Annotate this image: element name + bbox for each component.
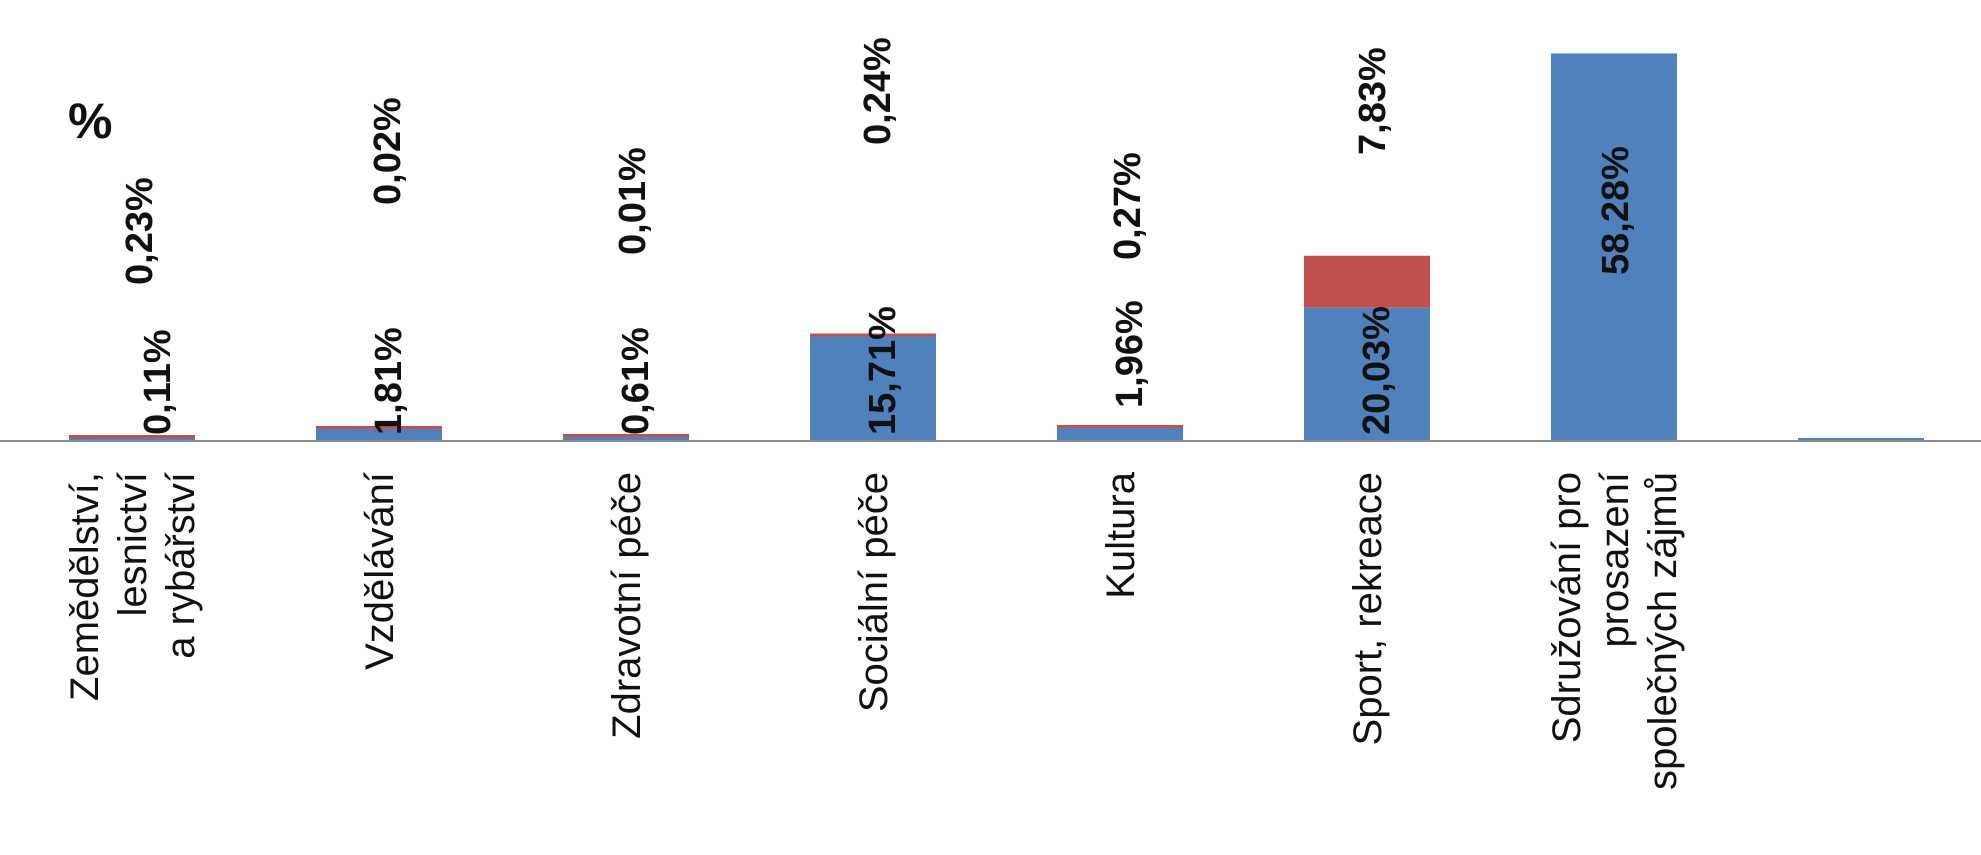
data-label-primary-1: 1,81%: [368, 327, 410, 435]
category-label-6-line-2: společných zájmů: [1641, 472, 1685, 790]
data-label-primary-6: 58,28%: [1595, 146, 1637, 275]
category-label-4-line-0: Kultura: [1099, 471, 1143, 598]
unit-label: %: [68, 93, 112, 149]
bar-secondary-3: [810, 333, 936, 337]
data-label-primary-0: 0,11%: [137, 329, 179, 435]
data-label-secondary-5: 7,83%: [1352, 47, 1394, 155]
data-label-secondary-1: 0,02%: [367, 97, 409, 205]
bar-primary-2: [563, 436, 689, 441]
data-label-secondary-0: 0,23%: [119, 177, 161, 285]
bar-secondary-1: [316, 425, 442, 429]
data-label-primary-4: 1,96%: [1109, 300, 1151, 408]
category-label-2-line-0: Zdravotní péče: [605, 472, 649, 739]
data-labels-layer: 0,11% 1,81% 0,61% 15,71% 1,96% 20,03% 58,28% 0,…: [119, 37, 1637, 435]
bar-primary-3: [810, 336, 936, 441]
bar-secondary-4: [1057, 424, 1183, 428]
category-label-1-line-0: Vzdělávání: [358, 472, 402, 670]
data-label-secondary-4: 0,27%: [1107, 152, 1149, 260]
data-label-primary-3: 15,71%: [862, 306, 904, 435]
category-labels-layer: Zemědělství, lesnictví a rybářství Vzdělává…: [63, 471, 1685, 790]
bar-secondary-0: [69, 435, 195, 438]
category-label-6-line-1: prosazení: [1593, 472, 1637, 648]
category-label-0-line-2: a rybářství: [159, 472, 203, 659]
bar-primary-4: [1057, 427, 1183, 441]
bar-secondary-2: [563, 433, 689, 437]
bar-primary-1: [316, 428, 442, 441]
category-label-3-line-0: Sociální péče: [852, 472, 896, 712]
bar-primary-0: [69, 438, 195, 441]
bar-primary-6: [1551, 53, 1677, 442]
data-label-secondary-2: 0,01%: [612, 147, 654, 255]
data-label-primary-5: 20,03%: [1356, 306, 1398, 435]
data-label-secondary-3: 0,24%: [857, 37, 899, 145]
category-label-5-line-0: Sport, rekreace: [1346, 472, 1390, 745]
category-label-6-line-0: Sdružování pro: [1545, 472, 1589, 743]
bars-layer: [69, 53, 1924, 442]
bar-primary-7: [1798, 438, 1924, 441]
bar-primary-5: [1304, 307, 1430, 441]
category-label-0-line-0: Zemědělství,: [63, 472, 107, 701]
category-label-0-line-1: lesnictví: [111, 472, 155, 617]
bar-secondary-5: [1304, 255, 1430, 308]
data-label-primary-2: 0,61%: [615, 327, 657, 435]
